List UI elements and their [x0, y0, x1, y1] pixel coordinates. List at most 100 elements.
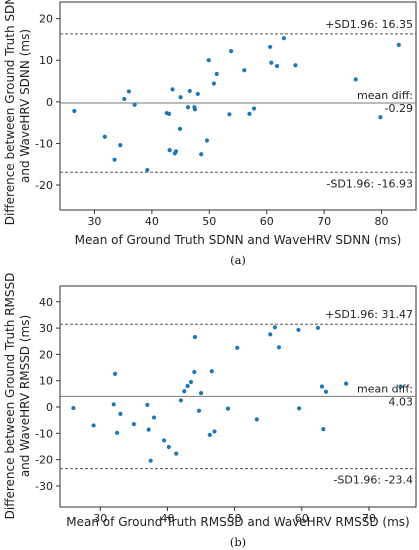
panel-b-data-point	[235, 345, 240, 350]
panel-b-x-tick-label: 30	[93, 512, 107, 525]
panel-b-data-point	[225, 406, 231, 411]
panel-a-y-tick-label: 20	[39, 13, 53, 26]
panel-a-data-point	[268, 44, 273, 50]
panel-a-y-tick-label: -20	[35, 179, 53, 192]
panel-a-data-point	[145, 167, 150, 173]
panel-a-data-point	[102, 134, 107, 139]
panel-b-y-tick-label: 30	[39, 322, 53, 335]
panel-a-chart: 30 40 50 60 70 80 -20 -10 0 10 20 +SD1.96: 16.35 me…	[3, 0, 417, 267]
panel-b-mean-label-line: mean diff:	[357, 382, 413, 395]
panel-b-data-point	[296, 327, 301, 333]
panel-b-data-point	[182, 389, 187, 394]
panel-a-y-axis-label-line-1: Difference between Ground Truth SDNN	[3, 0, 17, 225]
panel-a-y-tick-label: 10	[39, 54, 53, 67]
panel-b-data-point	[209, 369, 214, 374]
panel-b-mean-label-line: 4.03	[389, 395, 414, 408]
panel-b-data-point	[268, 332, 273, 337]
panel-a-data-point	[274, 63, 280, 69]
panel-b-data-point	[91, 423, 96, 428]
panel-a-data-point	[206, 58, 211, 63]
panel-a-x-tick-label: 40	[145, 215, 159, 228]
panel-a-x-tick-label: 50	[202, 215, 216, 228]
panel-a-data-point	[126, 89, 132, 94]
panel-b-y-tick-label: 10	[39, 375, 53, 388]
panel-a-data-point	[199, 152, 204, 157]
panel-a-points	[72, 36, 401, 173]
panel-b-data-point	[192, 369, 197, 375]
panel-b-data-point	[344, 381, 349, 386]
panel-a-data-point	[185, 105, 191, 110]
panel-a-y-axis-label-line-2: and WaveHRV SDNN (ms)	[18, 29, 32, 183]
panel-b-y-tick-label: -30	[35, 480, 53, 493]
panel-b-ticks: 30 40 50 60 70 -30 -20 -10 0 10 20 30 40	[35, 296, 376, 525]
panel-a-data-point	[166, 111, 172, 117]
panel-b-chart: 30 40 50 60 70 -30 -20 -10 0 10 20 30 40 +SD1.96: 31…	[3, 273, 417, 549]
panel-b-data-point	[398, 384, 403, 389]
panel-b-data-point	[188, 379, 194, 385]
panel-b-data-point	[185, 383, 190, 389]
panel-a-data-point	[229, 48, 234, 54]
panel-a-x-tick-label: 60	[260, 215, 274, 228]
panel-b-data-point	[272, 325, 278, 330]
panel-a-data-point	[227, 112, 232, 117]
panel-b-data-point	[166, 444, 171, 450]
panel-a-y-tick-label: -10	[35, 137, 53, 150]
panel-a-x-tick-label: 70	[317, 215, 331, 228]
panel-b-data-point	[212, 429, 217, 434]
panel-a-data-point	[353, 77, 358, 82]
panel-a-data-point	[178, 95, 183, 100]
panel-a-reference-labels: +SD1.96: 16.35 mean diff:-0.29 -SD1.96: -1…	[325, 18, 413, 190]
panel-b-y-tick-label: -10	[35, 427, 53, 440]
panel-a-data-point	[187, 88, 192, 94]
panel-b-data-point	[315, 325, 321, 330]
panel-a-data-point	[242, 68, 247, 73]
panel-b-data-point	[196, 408, 202, 413]
panel-a-plot-frame	[59, 1, 417, 211]
panel-b-data-point	[145, 402, 150, 408]
panel-a-data-point	[214, 71, 219, 77]
panel-b-lower-label: -SD1.96: -23.4	[333, 474, 413, 487]
panel-b-data-point	[321, 427, 326, 432]
panel-b-x-axis-label: Mean of Ground Truth RMSSD and WaveHRV R…	[66, 515, 409, 529]
panel-a-data-point	[122, 96, 127, 102]
panel-b-y-tick-label: -20	[35, 454, 53, 467]
panel-b-data-point	[71, 405, 76, 411]
panel-b-data-point	[254, 417, 259, 422]
panel-b-y-axis-label-line-2: and WaveHRV RMSSD (ms)	[18, 315, 32, 477]
panel-b-x-tick-label: 40	[160, 512, 174, 525]
panel-a-data-point	[173, 149, 179, 154]
panel-b-x-tick-label: 50	[228, 512, 242, 525]
panel-a-data-point	[269, 60, 274, 65]
panel-a-mean-label-line: mean diff:	[357, 89, 413, 102]
panel-a-data-point	[118, 143, 123, 148]
panel-a-data-point	[192, 107, 198, 112]
panel-b-y-tick-label: 0	[46, 401, 53, 414]
panel-b-data-point	[112, 371, 118, 376]
panel-a-data-point	[177, 126, 183, 131]
panel-a-x-tick-label: 80	[375, 215, 389, 228]
panel-b-y-axis-label-line-1: Difference between Ground Truth RMSSD	[3, 273, 17, 520]
panel-a-data-point	[167, 147, 172, 153]
panel-a-data-point	[247, 111, 252, 117]
panel-b-data-point	[162, 438, 167, 443]
panel-b-data-point	[151, 415, 157, 420]
panel-b-data-point	[131, 422, 136, 427]
panel-a-caption: (a)	[230, 253, 246, 267]
panel-a-data-point	[170, 87, 175, 92]
panel-b-data-point	[114, 430, 120, 435]
panel-b-data-point	[174, 451, 179, 456]
panel-b-data-point	[319, 384, 325, 389]
panel-b-y-tick-label: 20	[39, 348, 53, 361]
panel-b-data-point	[207, 432, 212, 438]
panel-a-ticks: 30 40 50 60 70 80 -20 -10 0 10 20	[35, 13, 389, 228]
panel-a-x-tick-label: 30	[87, 215, 101, 228]
panel-a-data-point	[132, 102, 137, 107]
panel-a-data-point	[211, 81, 216, 86]
panel-a-data-point	[204, 138, 210, 143]
panel-a-lower-label: -SD1.96: -16.93	[326, 177, 413, 190]
panel-a-data-point	[293, 63, 298, 68]
panel-a-data-point	[112, 157, 117, 162]
panel-a-x-axis-label: Mean of Ground Truth SDNN and WaveHRV SD…	[75, 233, 402, 247]
panel-a-reference-lines	[60, 33, 416, 173]
